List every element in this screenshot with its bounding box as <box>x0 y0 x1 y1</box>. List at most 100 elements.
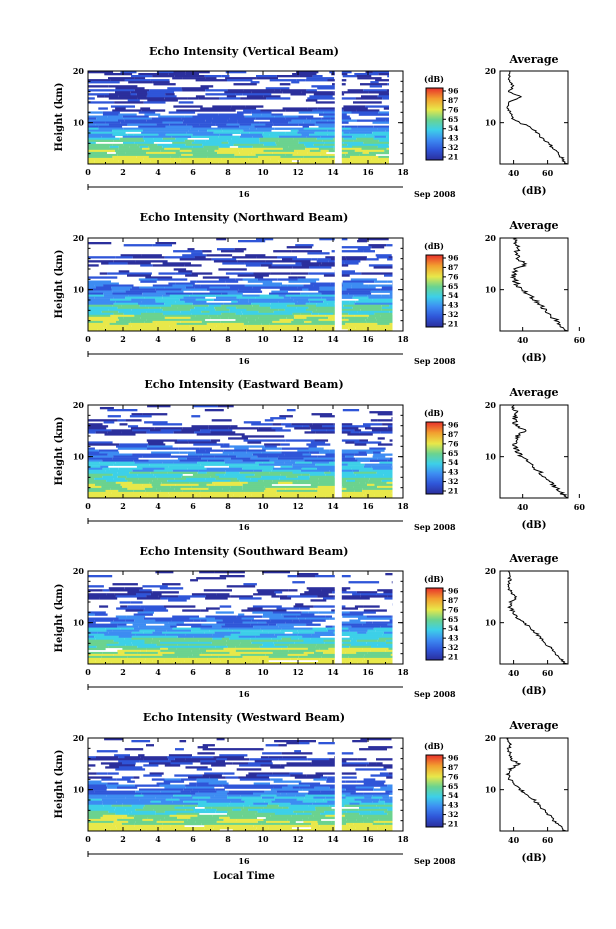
heatmap-cell <box>373 125 389 128</box>
profile-y-tick-label: 10 <box>485 285 497 295</box>
heatmap-cell <box>162 827 176 830</box>
heatmap-cell <box>280 155 304 159</box>
heatmap-cell <box>326 298 340 301</box>
heatmap-cell <box>211 479 231 483</box>
heatmap-cell <box>222 619 230 622</box>
heatmap-cell <box>375 316 393 320</box>
heatmap-cell <box>360 738 392 741</box>
heatmap-cell <box>372 800 379 803</box>
heatmap-cell <box>336 607 358 610</box>
heatmap-cell <box>342 162 369 165</box>
heatmap-cell <box>230 479 240 483</box>
heatmap-cell <box>188 441 217 444</box>
heatmap-cell <box>237 260 266 263</box>
heatmap-cell <box>295 262 302 265</box>
heatmap-cell <box>255 318 280 322</box>
heatmap-cell <box>201 651 230 655</box>
heatmap-cell <box>133 613 153 616</box>
heatmap-cell <box>192 302 224 305</box>
heatmap-cell <box>386 89 389 92</box>
heatmap-cell <box>389 796 393 799</box>
heatmap-cell <box>377 127 389 130</box>
heatmap-cell <box>245 162 258 165</box>
heatmap-cell <box>117 475 127 479</box>
x-tick-label: 6 <box>190 501 196 511</box>
heatmap-cell <box>235 318 256 322</box>
heatmap-cell <box>337 621 366 624</box>
heatmap-cell <box>195 79 227 82</box>
heatmap-cell <box>207 149 215 153</box>
heatmap-cell <box>355 768 387 771</box>
heatmap-cell <box>383 631 393 634</box>
heatmap-cell <box>216 593 230 596</box>
heatmap-cell <box>258 155 281 159</box>
x-tick-label: 12 <box>292 834 303 844</box>
heatmap-cell <box>163 605 196 608</box>
heatmap-cell <box>185 784 197 787</box>
heatmap-cell <box>306 77 319 80</box>
heatmap-cell <box>118 760 140 763</box>
heatmap-cell <box>96 117 124 120</box>
heatmap-cell <box>308 611 319 614</box>
heatmap-cell <box>386 244 393 247</box>
heatmap-cell <box>268 631 285 634</box>
heatmap-cell <box>341 483 367 487</box>
profile-x-tick-label: 40 <box>508 668 520 678</box>
heatmap-cell <box>300 469 330 472</box>
heatmap-cell <box>306 135 321 138</box>
heatmap-cell <box>302 818 322 822</box>
heatmap-cell <box>175 272 192 275</box>
heatmap-cell <box>356 651 368 655</box>
heatmap-cell <box>363 250 375 253</box>
heatmap-cell <box>340 246 372 249</box>
heatmap-cell <box>88 780 102 783</box>
heatmap-cell <box>189 481 213 485</box>
heatmap-cell <box>350 155 364 159</box>
heatmap-cell <box>112 758 144 761</box>
heatmap-cell <box>168 111 196 114</box>
heatmap-cell <box>284 824 310 828</box>
heatmap-cell <box>384 597 393 600</box>
heatmap-cell <box>324 141 344 145</box>
heatmap-cell <box>162 312 175 316</box>
heatmap-cell <box>182 77 206 80</box>
heatmap-cell <box>353 822 373 826</box>
heatmap-cell <box>324 471 331 474</box>
heatmap-cell <box>365 318 377 322</box>
heatmap-cell <box>112 822 122 826</box>
heatmap-cell <box>294 302 306 305</box>
heatmap-cell <box>314 786 330 789</box>
heatmap-cell <box>164 467 188 470</box>
colorbar-tick-label: 54 <box>448 791 458 800</box>
heatmap-cell <box>107 415 121 418</box>
heatmap-cell <box>320 149 329 153</box>
heatmap-cell <box>135 820 157 824</box>
heatmap-cell <box>229 286 253 289</box>
heatmap-cell <box>356 129 386 132</box>
heatmap-cell <box>88 585 104 588</box>
heatmap-cell <box>297 278 320 281</box>
heatmap-cell <box>281 613 301 616</box>
heatmap-cell <box>88 808 115 812</box>
heatmap-cell <box>127 262 139 265</box>
heatmap-cell <box>332 625 352 628</box>
heatmap-cell <box>334 272 362 275</box>
heatmap-cell <box>295 162 324 165</box>
heatmap-cell <box>160 800 173 803</box>
heatmap-cell <box>229 465 257 468</box>
heatmap-cell <box>184 300 195 303</box>
heatmap-cell <box>257 621 267 624</box>
heatmap-cell <box>315 808 333 812</box>
heatmap-cell <box>193 157 207 161</box>
heatmap-cell <box>197 804 228 807</box>
heatmap-cell <box>232 256 257 259</box>
heatmap-cell <box>195 451 210 454</box>
heatmap-cell <box>289 489 318 493</box>
heatmap-cell <box>284 137 294 140</box>
heatmap-cell <box>356 449 385 452</box>
heatmap-cell <box>156 643 178 647</box>
heatmap-cell <box>152 264 185 267</box>
heatmap-cell <box>305 496 313 499</box>
heatmap-cell <box>296 829 304 832</box>
heatmap-cell <box>327 776 357 779</box>
